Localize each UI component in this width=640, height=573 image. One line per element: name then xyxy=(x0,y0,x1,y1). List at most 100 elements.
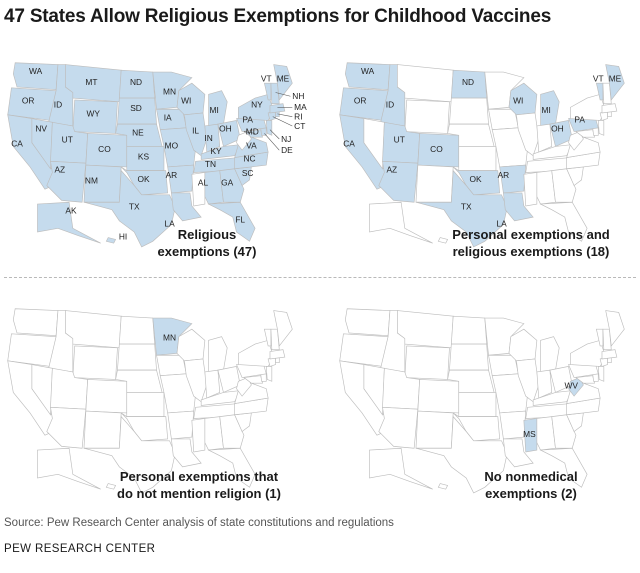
state-ks xyxy=(458,392,497,417)
state-vt xyxy=(595,82,604,101)
state-label-tx: TX xyxy=(129,202,140,212)
state-label-me: ME xyxy=(277,73,290,83)
state-fl xyxy=(207,201,256,242)
caption-line-2: religious exemptions (18) xyxy=(452,244,610,259)
map-panel-no-nonmedical: WV MS No nonmedical exemptions (2) xyxy=(336,286,636,526)
state-nh xyxy=(270,82,280,104)
state-label-sd: SD xyxy=(130,103,142,113)
state-label-co: CO xyxy=(98,144,111,154)
state-ak xyxy=(369,201,433,244)
map-panel-religious: WA OR CA ID NV MT WY UT AZ CO NM ND SD NE KS OK TX MN IA MO… xyxy=(4,40,307,280)
state-label-nh: NH xyxy=(292,91,304,101)
us-map-religious: WA OR CA ID NV MT WY UT AZ CO NM ND SD NE KS OK TX MN IA MO… xyxy=(7,62,307,248)
map-panel-personal-and-religious: WA OR CA ID UT AZ CO ND TX OK AR LA WI MI OH PA VT ME Per… xyxy=(336,40,636,280)
state-label-nd: ND xyxy=(462,77,474,87)
state-hi xyxy=(105,483,117,490)
callout-line-ri xyxy=(277,113,293,117)
state-az xyxy=(46,406,87,449)
state-label-ut: UT xyxy=(394,135,405,145)
state-hi xyxy=(437,483,449,490)
state-me xyxy=(273,64,293,101)
section-divider xyxy=(4,277,636,278)
source-note: Source: Pew Research Center analysis of … xyxy=(4,517,394,529)
state-wa xyxy=(344,62,391,91)
state-wy xyxy=(72,345,118,380)
state-nh xyxy=(602,328,612,350)
state-al xyxy=(536,170,556,205)
state-ga xyxy=(551,168,577,203)
state-ok xyxy=(452,412,501,442)
state-mt xyxy=(65,310,122,349)
state-ga xyxy=(219,168,245,203)
state-tx xyxy=(415,415,508,494)
map-panel-personal-only: MN Personal exemptions that do not menti… xyxy=(4,286,304,526)
state-de xyxy=(592,127,599,136)
state-label-ar: AR xyxy=(166,170,178,180)
state-md xyxy=(575,375,595,384)
state-vt xyxy=(263,328,272,347)
state-ak xyxy=(37,201,101,244)
state-ga xyxy=(219,414,245,449)
state-az xyxy=(378,160,419,203)
state-tx xyxy=(415,169,508,248)
us-map-no-nonmedical: WV MS xyxy=(339,308,625,494)
state-ms xyxy=(191,418,206,453)
state-label-ky: KY xyxy=(210,146,222,156)
state-mt xyxy=(397,64,454,103)
state-ar xyxy=(499,410,527,440)
state-label-mo: MO xyxy=(165,140,179,150)
caption-line-1: No nonmedical xyxy=(484,469,578,484)
state-co xyxy=(85,379,128,414)
state-me xyxy=(605,310,625,347)
state-ok xyxy=(120,412,169,442)
state-nv xyxy=(31,364,53,416)
state-label-wy: WY xyxy=(87,109,101,119)
state-in xyxy=(536,369,553,399)
state-label-ri: RI xyxy=(294,111,302,121)
state-nd xyxy=(118,315,156,345)
state-label-va: VA xyxy=(246,140,257,150)
state-label-mi: MI xyxy=(210,105,219,115)
callout-line-nj xyxy=(269,129,280,140)
caption-line-1: Religious xyxy=(177,227,237,242)
state-wa xyxy=(12,308,59,337)
state-mi xyxy=(208,336,228,373)
callout-line-ct xyxy=(272,116,293,127)
state-az xyxy=(378,406,419,449)
state-label-id: ID xyxy=(386,99,394,109)
state-or xyxy=(339,333,389,367)
state-hi xyxy=(437,237,449,244)
state-label-vt: VT xyxy=(261,73,272,83)
state-label-id: ID xyxy=(54,99,62,109)
state-label-fl: FL xyxy=(235,215,245,225)
state-nj xyxy=(265,366,273,382)
state-nh xyxy=(270,328,280,350)
state-label-wv: WV xyxy=(565,381,579,391)
caption-line-2: exemptions (47) xyxy=(157,244,257,259)
page-title: 47 States Allow Religious Exemptions for… xyxy=(4,6,552,27)
state-label-pa: PA xyxy=(574,114,585,124)
state-nv xyxy=(363,118,385,170)
state-label-hi: HI xyxy=(119,231,127,241)
state-sd xyxy=(449,97,489,125)
state-label-ak: AK xyxy=(65,205,77,215)
state-ks xyxy=(126,392,165,417)
state-al xyxy=(536,416,556,451)
state-hi xyxy=(105,237,117,244)
state-label-ok: OK xyxy=(469,174,482,184)
state-fl xyxy=(539,201,588,242)
state-label-ar: AR xyxy=(498,170,510,180)
state-label-de: DE xyxy=(281,145,293,155)
state-ak xyxy=(369,447,433,490)
state-label-ne: NE xyxy=(132,127,144,137)
state-label-wa: WA xyxy=(29,66,43,76)
state-wy xyxy=(404,345,450,380)
state-nj xyxy=(265,120,273,136)
state-ms xyxy=(523,172,538,207)
state-label-sc: SC xyxy=(242,168,254,178)
state-la xyxy=(171,192,202,222)
state-de xyxy=(260,373,267,382)
state-ks xyxy=(458,146,497,171)
state-label-mi: MI xyxy=(542,105,551,115)
